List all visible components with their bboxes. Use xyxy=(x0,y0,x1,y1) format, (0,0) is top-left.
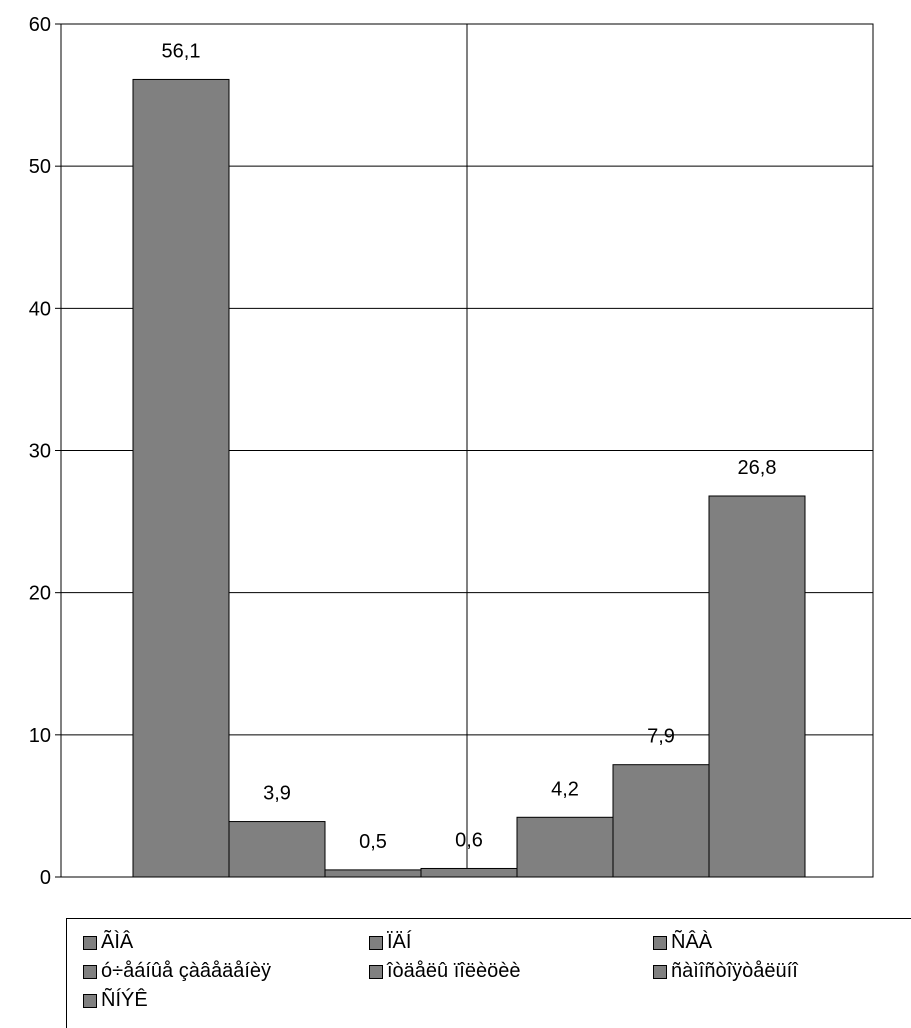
y-tick-label: 50 xyxy=(29,156,51,178)
legend-item: îòäåëû ïîëèöèè xyxy=(369,960,520,983)
bar xyxy=(708,495,806,878)
legend-swatch xyxy=(83,935,97,950)
bar xyxy=(132,78,230,878)
y-tick-label: 0 xyxy=(40,867,51,889)
bar xyxy=(612,764,710,878)
bar-chart: 56,1 3,9 0,5 0,6 4,2 7,9 26,8 0 10 20 30 40 50 60 xyxy=(29,14,874,889)
y-tick-label: 40 xyxy=(29,298,51,320)
bar-value-label: 56,1 xyxy=(162,40,201,62)
legend-label: ÑÍÝÊ xyxy=(101,989,148,1011)
legend-swatch xyxy=(653,935,667,950)
legend-swatch xyxy=(369,935,383,950)
legend-item: ó÷åáíûå çàâåäåíèÿ xyxy=(83,960,271,983)
bar-value-label: 0,6 xyxy=(455,829,483,851)
legend-item: ÃÌÂ xyxy=(83,931,133,954)
legend-label: ÑÂÀ xyxy=(671,931,713,953)
legend-swatch xyxy=(653,964,667,979)
y-tick-label: 30 xyxy=(29,441,51,463)
bar xyxy=(516,816,614,878)
legend-label: ó÷åáíûå çàâåäåíèÿ xyxy=(101,960,271,982)
bars xyxy=(132,78,806,878)
legend-item: ñàìîñòîÿòåëüíî xyxy=(653,960,798,983)
legend-item: ÑÍÝÊ xyxy=(83,989,148,1012)
y-tick-label: 20 xyxy=(29,583,51,605)
y-axis: 0 10 20 30 40 50 60 xyxy=(29,14,61,889)
bar xyxy=(228,821,326,878)
bar-value-label: 26,8 xyxy=(738,457,777,479)
bar-value-label: 3,9 xyxy=(263,783,291,805)
legend: ÃÌÂ ÏÄÍ ÑÂÀ ó÷åáíûå çàâåäåíèÿ îòäåëû ïîëèöèè… xyxy=(66,918,911,1028)
data-labels: 56,1 3,9 0,5 0,6 4,2 7,9 26,8 xyxy=(162,40,777,852)
legend-swatch xyxy=(83,993,97,1008)
legend-item: ÏÄÍ xyxy=(369,931,411,954)
bar-value-label: 0,5 xyxy=(359,831,387,853)
bar-value-label: 4,2 xyxy=(551,778,579,800)
y-tick-label: 60 xyxy=(29,14,51,36)
legend-swatch xyxy=(369,964,383,979)
bar xyxy=(324,869,422,878)
y-tick-label: 10 xyxy=(29,725,51,747)
legend-label: ÏÄÍ xyxy=(387,931,412,953)
bar xyxy=(420,867,518,878)
legend-swatch xyxy=(83,964,97,979)
legend-item: ÑÂÀ xyxy=(653,931,712,954)
bar-value-label: 7,9 xyxy=(647,726,675,748)
legend-label: îòäåëû ïîëèöèè xyxy=(387,960,521,982)
legend-label: ñàìîñòîÿòåëüíî xyxy=(671,960,798,982)
legend-label: ÃÌÂ xyxy=(101,931,134,953)
